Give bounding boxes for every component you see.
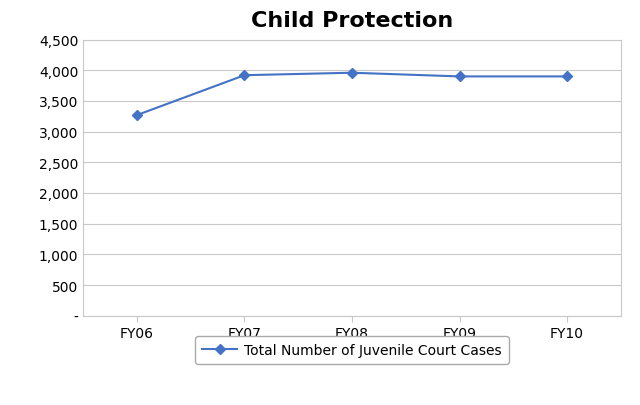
Title: Child Protection: Child Protection (251, 11, 453, 31)
Legend: Total Number of Juvenile Court Cases: Total Number of Juvenile Court Cases (195, 336, 509, 364)
